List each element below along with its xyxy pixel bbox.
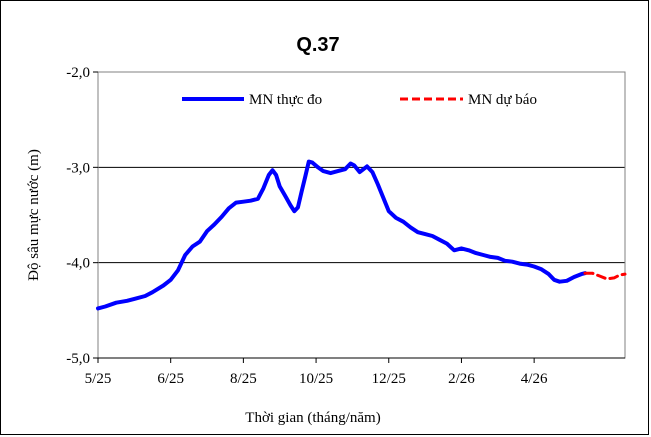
series-line-measured	[96, 159, 587, 311]
series-lines	[96, 159, 627, 311]
series-line-forecast	[583, 271, 627, 281]
x-tick-label: 2/26	[448, 371, 475, 387]
x-tick-label: 6/25	[157, 371, 184, 387]
x-axis-label: Thời gian (tháng/năm)	[245, 410, 380, 426]
legend: MN thực đo MN dự báo	[182, 92, 537, 108]
chart-title: Q.37	[296, 34, 339, 56]
y-axis-label: Độ sâu mực nước (m)	[26, 149, 42, 281]
y-tick-label: -3,0	[66, 160, 90, 176]
y-tick-label: -4,0	[66, 256, 90, 272]
legend-label-forecast: MN dự báo	[468, 92, 537, 108]
x-tick-label: 10/25	[299, 371, 333, 387]
y-axis-ticks: -2,0 -3,0 -4,0 -5,0	[66, 65, 98, 367]
legend-label-measured: MN thực đo	[249, 92, 322, 108]
x-tick-label: 5/25	[85, 371, 112, 387]
x-tick-label: 4/26	[521, 371, 548, 387]
x-axis-ticks: 5/25 6/25 8/25 10/25 12/25 2/26 4/26	[85, 357, 625, 387]
x-tick-label: 8/25	[230, 371, 257, 387]
y-tick-label: -5,0	[66, 351, 90, 367]
y-tick-label: -2,0	[66, 65, 90, 81]
x-tick-label: 12/25	[372, 371, 406, 387]
